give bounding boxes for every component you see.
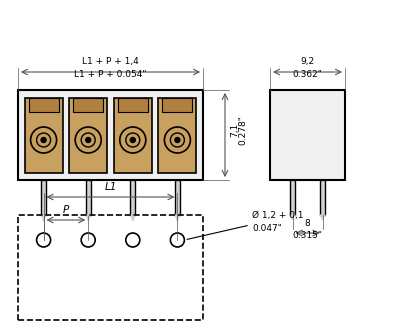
Text: L1: L1 bbox=[104, 182, 117, 192]
Text: L1 + P + 1,4: L1 + P + 1,4 bbox=[82, 57, 139, 66]
Bar bbox=[290, 180, 295, 215]
Text: 9,2: 9,2 bbox=[300, 57, 314, 66]
Bar bbox=[162, 97, 192, 112]
FancyArrow shape bbox=[41, 215, 46, 221]
Text: 8: 8 bbox=[305, 219, 310, 228]
Text: 0.362": 0.362" bbox=[292, 70, 322, 79]
Bar bbox=[86, 180, 91, 215]
Bar bbox=[270, 90, 345, 180]
Bar bbox=[175, 180, 180, 215]
Bar bbox=[29, 97, 59, 112]
Text: 0.315": 0.315" bbox=[292, 231, 322, 240]
Text: P: P bbox=[63, 205, 69, 215]
Text: Ø 1,2 + 0,1: Ø 1,2 + 0,1 bbox=[252, 211, 304, 220]
Bar bbox=[18, 90, 203, 180]
Bar bbox=[320, 180, 325, 215]
FancyArrow shape bbox=[290, 215, 295, 220]
FancyArrow shape bbox=[86, 215, 91, 221]
Bar bbox=[114, 97, 152, 173]
Text: 0.047": 0.047" bbox=[252, 224, 282, 233]
Circle shape bbox=[130, 137, 135, 142]
Bar bbox=[69, 97, 107, 173]
Bar bbox=[41, 180, 46, 215]
Text: L1 + P + 0.054": L1 + P + 0.054" bbox=[74, 70, 147, 79]
Circle shape bbox=[175, 137, 180, 142]
FancyArrow shape bbox=[175, 215, 180, 221]
Bar bbox=[25, 97, 63, 173]
FancyArrow shape bbox=[320, 215, 325, 220]
Text: 7,1: 7,1 bbox=[230, 123, 239, 137]
Circle shape bbox=[86, 137, 91, 142]
Bar bbox=[118, 97, 148, 112]
FancyArrow shape bbox=[130, 215, 135, 221]
Bar bbox=[130, 180, 135, 215]
Bar bbox=[18, 215, 203, 320]
Bar bbox=[158, 97, 196, 173]
Circle shape bbox=[41, 137, 46, 142]
Bar bbox=[73, 97, 103, 112]
Text: 0.278": 0.278" bbox=[238, 115, 247, 145]
